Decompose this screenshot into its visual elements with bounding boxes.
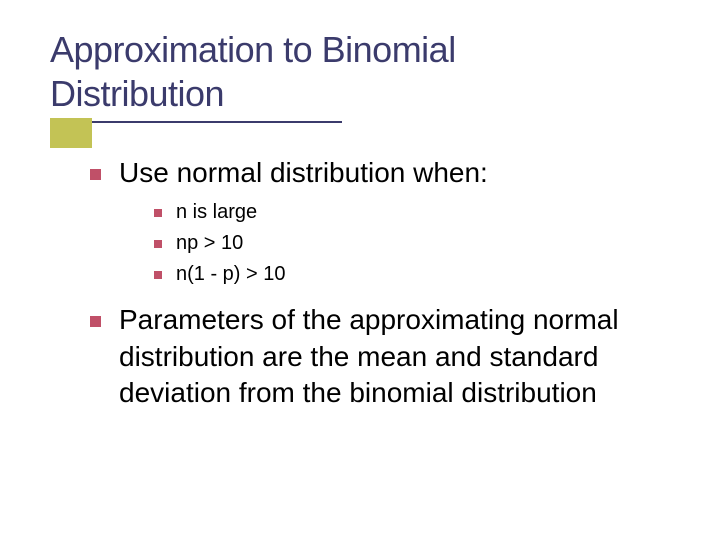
square-bullet-icon	[90, 316, 101, 327]
list-item: n(1 - p) > 10	[154, 261, 660, 288]
square-bullet-icon	[154, 271, 162, 279]
slide-body: Use normal distribution when: n is large…	[90, 155, 660, 420]
list-item: n is large	[154, 199, 660, 226]
title-line-2: Distribution	[50, 72, 670, 116]
list-item-text: np > 10	[176, 230, 243, 257]
list-item-text: Use normal distribution when:	[119, 155, 488, 191]
list-item: Parameters of the approximating normal d…	[90, 302, 660, 411]
square-bullet-icon	[154, 240, 162, 248]
title-accent-box	[50, 118, 92, 148]
title-line-1: Approximation to Binomial	[50, 28, 670, 72]
square-bullet-icon	[90, 169, 101, 180]
list-item-text: n is large	[176, 199, 257, 226]
list-item: np > 10	[154, 230, 660, 257]
square-bullet-icon	[154, 209, 162, 217]
slide-title: Approximation to Binomial Distribution	[50, 28, 670, 116]
title-underline	[92, 121, 342, 123]
list-item-text: Parameters of the approximating normal d…	[119, 302, 660, 411]
list-item: Use normal distribution when:	[90, 155, 660, 191]
list-item-text: n(1 - p) > 10	[176, 261, 286, 288]
slide: Approximation to Binomial Distribution U…	[0, 0, 720, 540]
sub-list: n is large np > 10 n(1 - p) > 10	[154, 199, 660, 288]
